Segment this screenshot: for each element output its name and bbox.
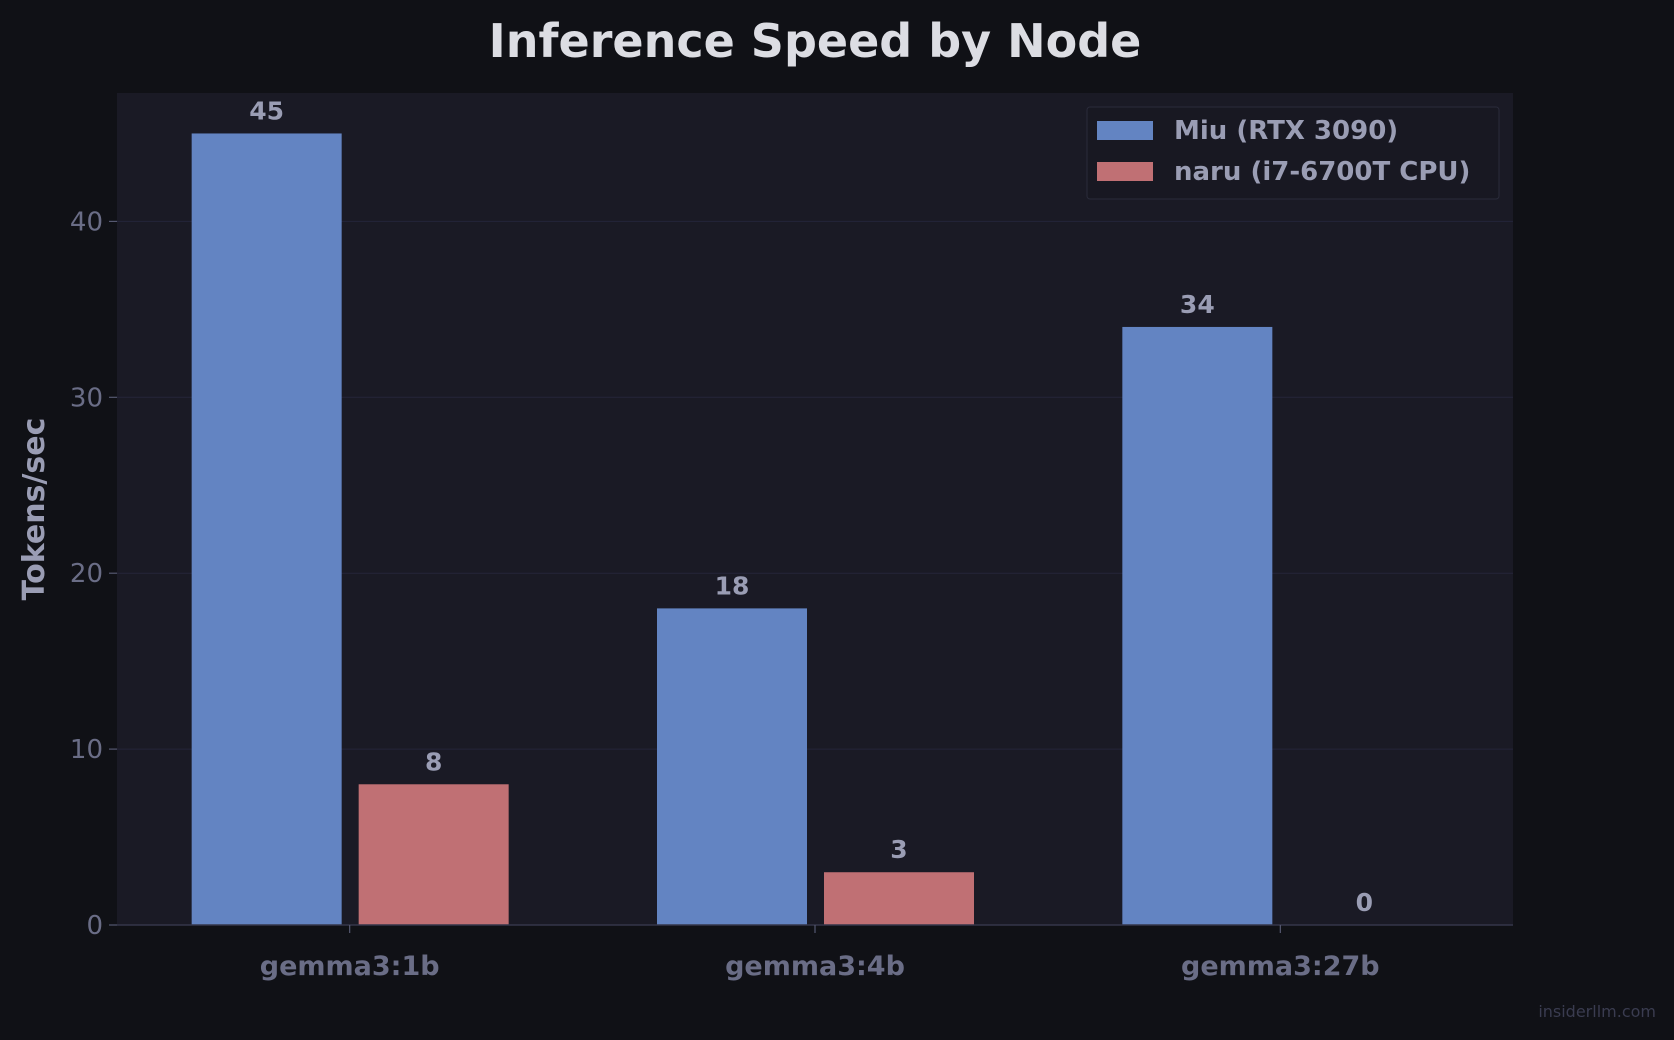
bar-value-label: 34	[1180, 290, 1215, 319]
legend: Miu (RTX 3090) naru (i7-6700T CPU)	[1086, 106, 1500, 200]
y-tick-label: 10	[70, 735, 103, 765]
bar-value-label: 0	[1356, 888, 1373, 917]
legend-label: naru (i7-6700T CPU)	[1174, 157, 1470, 187]
bar	[824, 872, 974, 925]
bar	[1122, 326, 1273, 925]
bar	[358, 784, 509, 925]
chart-title: Inference Speed by Node	[489, 14, 1142, 68]
bar-value-label: 8	[425, 747, 442, 776]
y-tick-label: 40	[70, 207, 103, 237]
y-tick-label: 30	[70, 383, 103, 413]
x-tick-label: gemma3:1b	[260, 951, 440, 982]
bar-value-label: 18	[715, 571, 750, 600]
plot-area	[117, 93, 1513, 925]
x-tick-label: gemma3:27b	[1181, 951, 1380, 982]
bar-value-label: 45	[249, 96, 284, 125]
y-tick-label: 20	[70, 559, 103, 589]
bar	[191, 133, 342, 925]
x-tick-label: gemma3:4b	[725, 951, 905, 982]
y-tick-label: 0	[86, 911, 103, 941]
legend-swatch	[1097, 162, 1153, 181]
legend-label: Miu (RTX 3090)	[1174, 116, 1398, 146]
watermark: insiderllm.com	[1538, 1002, 1656, 1021]
legend-box	[1086, 106, 1500, 200]
bar	[657, 608, 807, 925]
y-axis-label: Tokens/sec	[17, 418, 52, 601]
legend-swatch	[1097, 121, 1153, 140]
bar-value-label: 3	[890, 835, 907, 864]
